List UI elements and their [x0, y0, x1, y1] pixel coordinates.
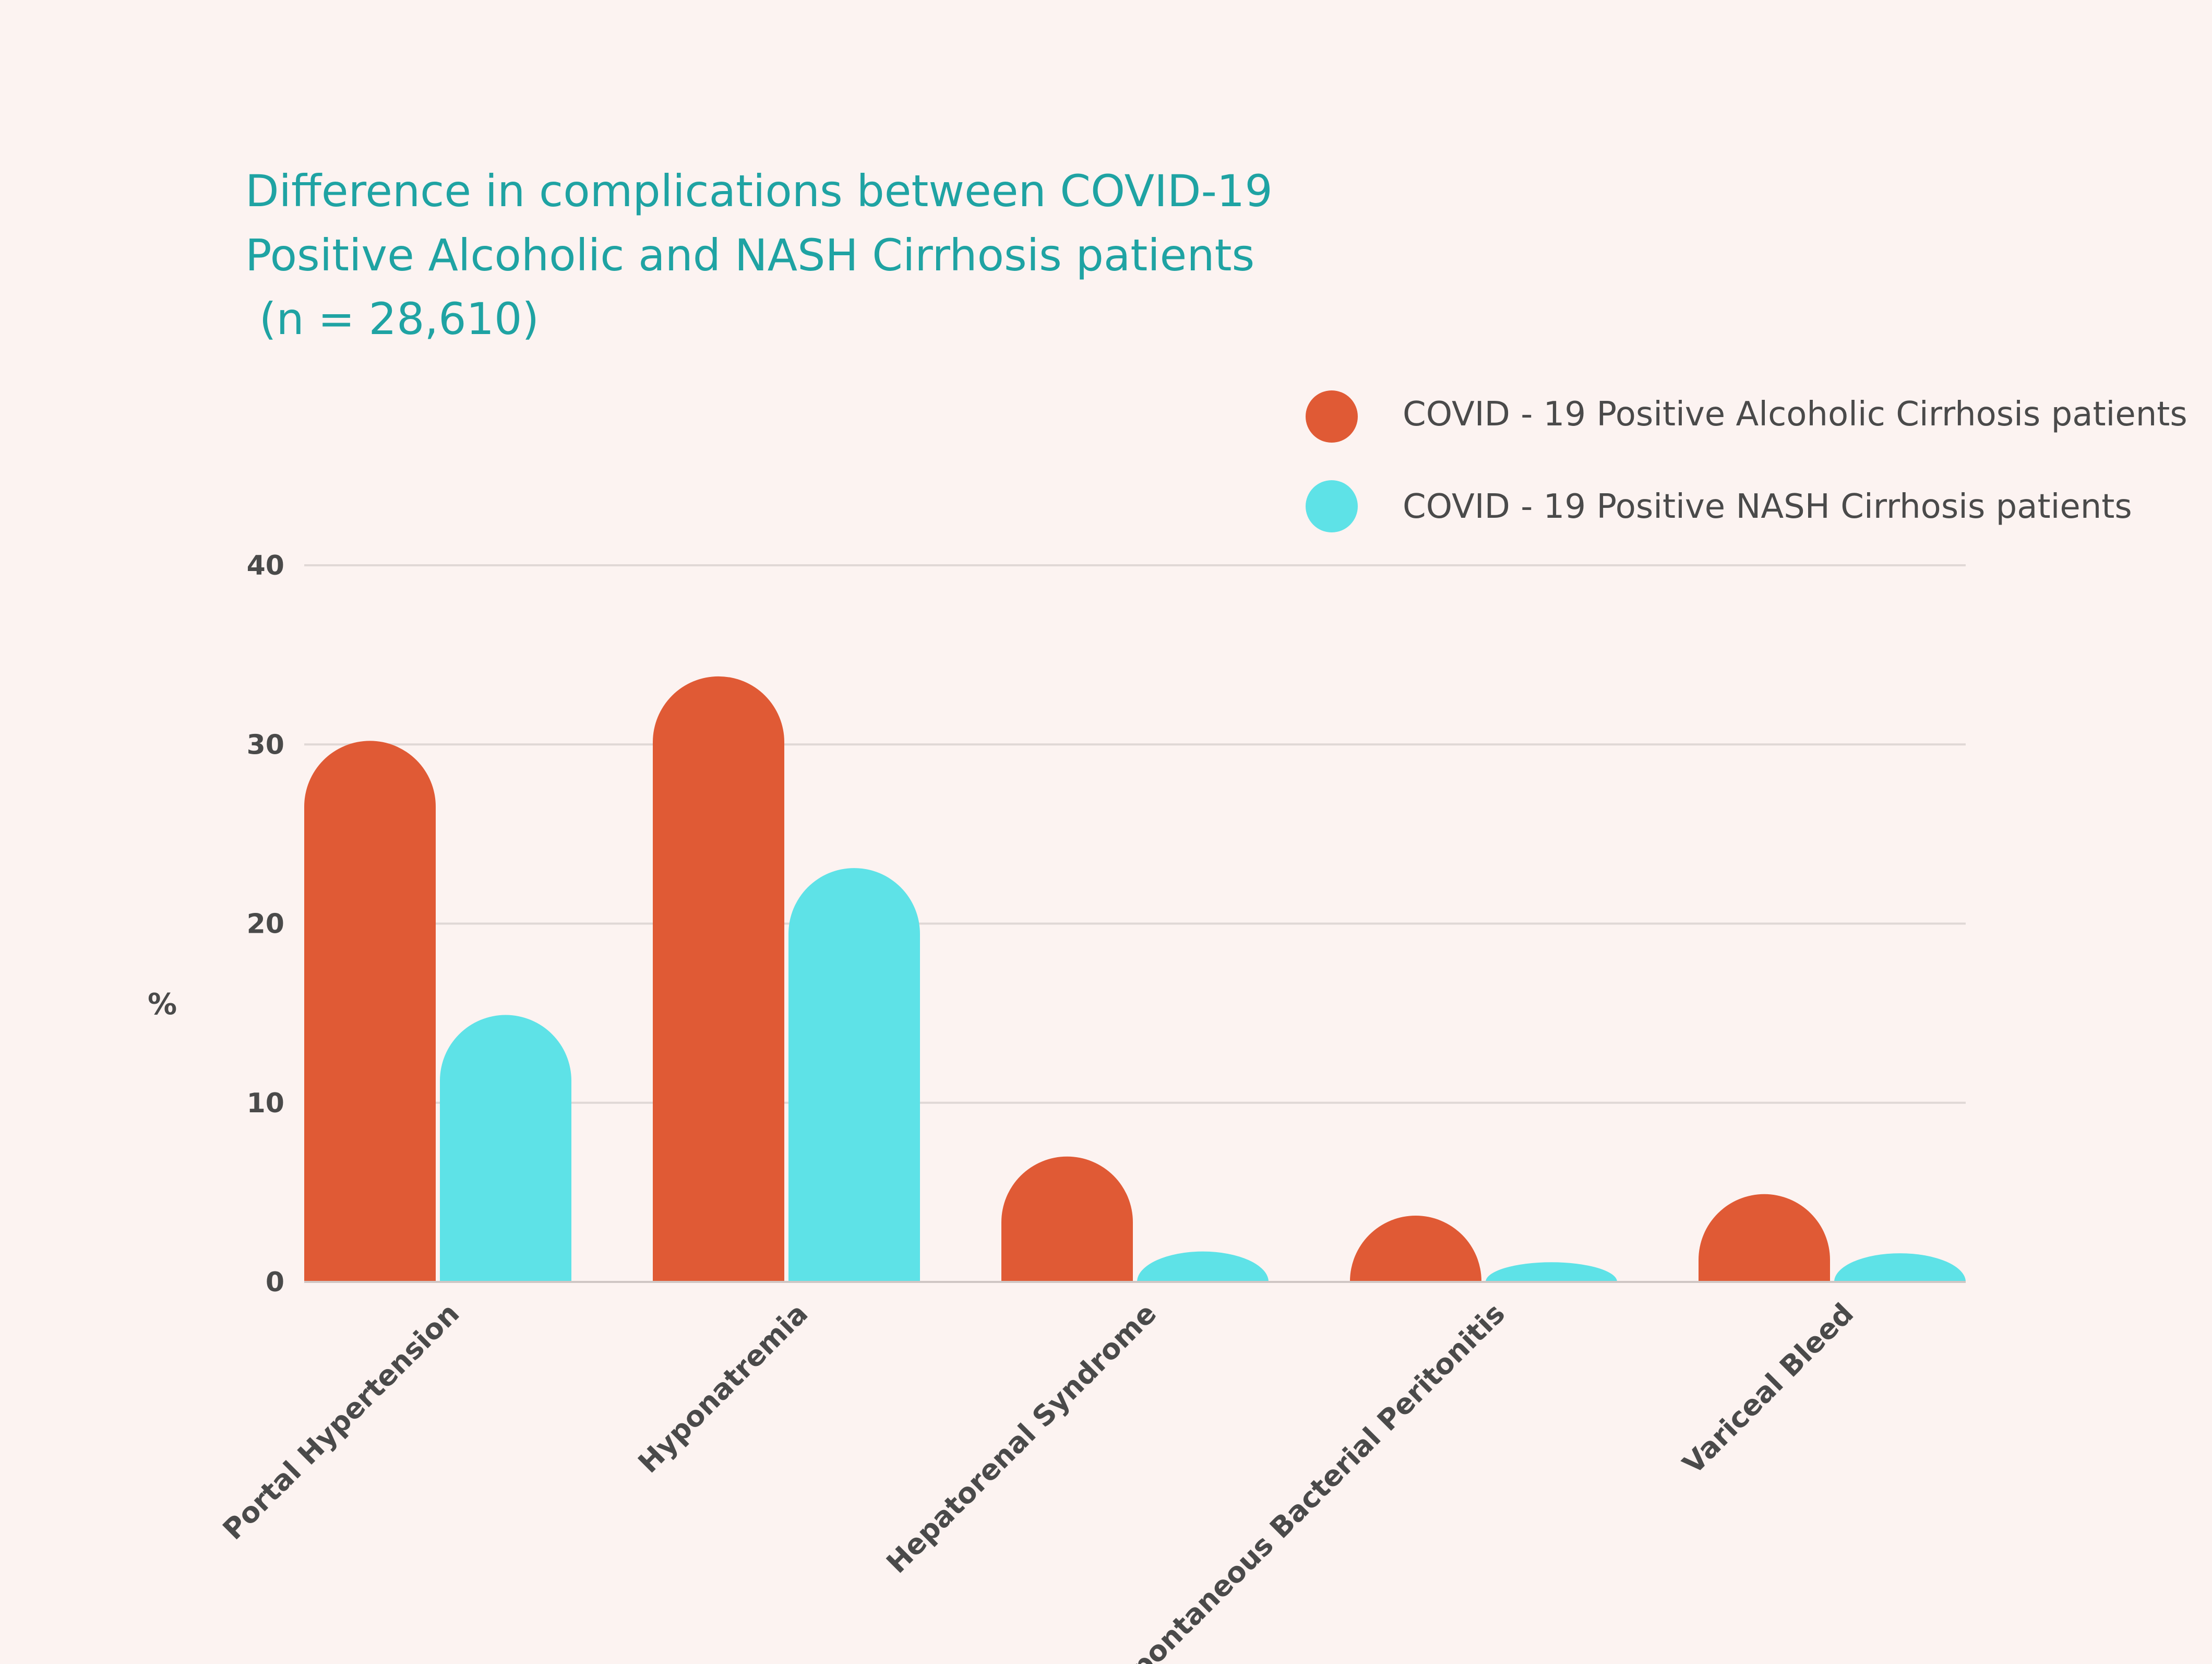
legend-swatch-alcoholic: [1306, 390, 1358, 443]
bar-nash-2: [1137, 1251, 1269, 1282]
title-line-1: Difference in complications between COVI…: [245, 165, 1273, 217]
bar-alcoholic-2: [1001, 1156, 1133, 1282]
y-axis-label: %: [148, 988, 177, 1021]
bar-nash-0: [440, 1015, 571, 1282]
bar-alcoholic-4: [1699, 1194, 1830, 1282]
y-axis-ticks: 0 10 20 30 40: [247, 550, 284, 1298]
bar-alcoholic-0: [304, 741, 436, 1282]
legend-label-nash: COVID - 19 Positive NASH Cirrhosis patie…: [1403, 488, 2132, 526]
y-tick-label: 10: [247, 1088, 284, 1119]
gridlines: [304, 564, 1966, 1104]
bar-alcoholic-1: [653, 676, 784, 1282]
y-tick-label: 40: [247, 550, 284, 581]
bars: [304, 676, 1966, 1282]
legend-label-alcoholic: COVID - 19 Positive Alcoholic Cirrhosis …: [1403, 395, 2187, 434]
legend-swatch-nash: [1306, 480, 1358, 532]
bar-alcoholic-3: [1350, 1215, 1481, 1282]
bar-nash-4: [1834, 1253, 1966, 1282]
y-tick-label: 20: [247, 909, 284, 940]
y-tick-label: 0: [266, 1267, 284, 1298]
bar-nash-3: [1486, 1262, 1617, 1282]
legend: COVID - 19 Positive Alcoholic Cirrhosis …: [1306, 390, 2187, 532]
title-line-3: (n = 28,610): [245, 293, 539, 344]
y-tick-label: 30: [247, 729, 284, 760]
bar-nash-1: [788, 868, 920, 1282]
title-line-2: Positive Alcoholic and NASH Cirrhosis pa…: [245, 230, 1254, 281]
chart-title: Difference in complications between COVI…: [245, 165, 1273, 344]
